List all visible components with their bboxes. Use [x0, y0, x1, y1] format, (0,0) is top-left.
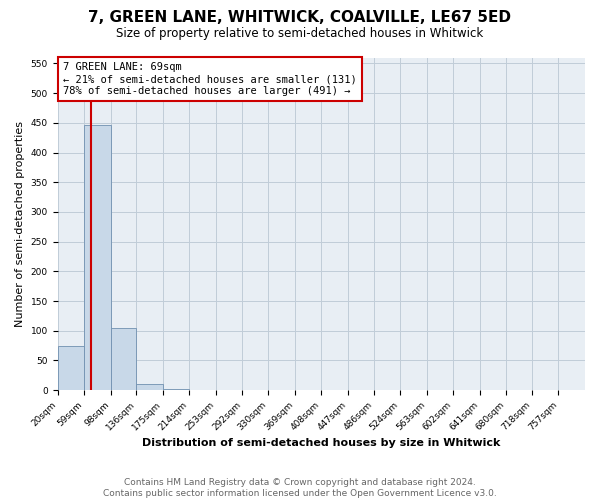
X-axis label: Distribution of semi-detached houses by size in Whitwick: Distribution of semi-detached houses by …: [142, 438, 500, 448]
Text: 7, GREEN LANE, WHITWICK, COALVILLE, LE67 5ED: 7, GREEN LANE, WHITWICK, COALVILLE, LE67…: [89, 10, 511, 25]
Bar: [163, 389, 190, 390]
Text: 7 GREEN LANE: 69sqm
← 21% of semi-detached houses are smaller (131)
78% of semi-: 7 GREEN LANE: 69sqm ← 21% of semi-detach…: [63, 62, 356, 96]
Y-axis label: Number of semi-detached properties: Number of semi-detached properties: [15, 121, 25, 327]
Bar: [84, 124, 110, 390]
Bar: [110, 328, 136, 390]
Text: Contains HM Land Registry data © Crown copyright and database right 2024.
Contai: Contains HM Land Registry data © Crown c…: [103, 478, 497, 498]
Bar: [58, 346, 84, 390]
Bar: [136, 384, 163, 390]
Text: Size of property relative to semi-detached houses in Whitwick: Size of property relative to semi-detach…: [116, 28, 484, 40]
